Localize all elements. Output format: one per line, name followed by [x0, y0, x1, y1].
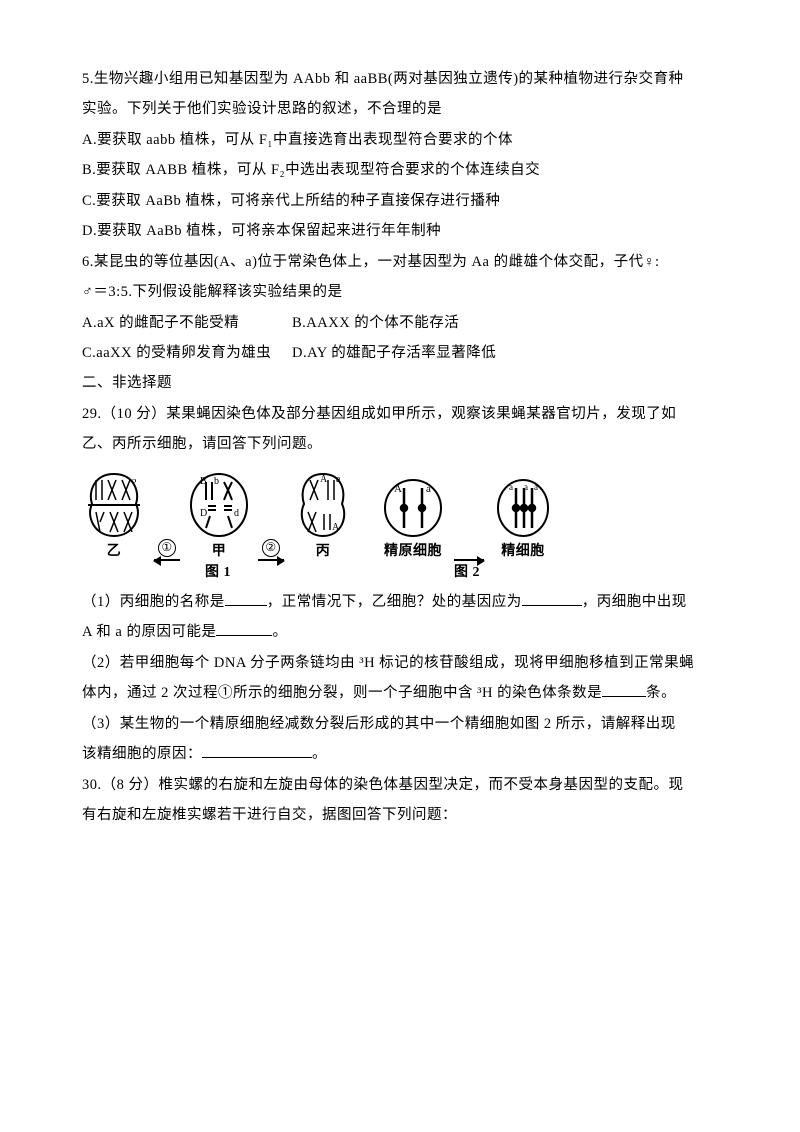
q5-optA: A.要获取 aabb 植株，可从 F₁中直接选育出表现型符合要求的个体: [82, 125, 720, 155]
q29-p1c: ，丙细胞中出现: [582, 594, 687, 610]
fig2-group: A a 精原细胞 a a: [382, 476, 552, 583]
fig1-label: 图 1: [205, 563, 231, 583]
q5-optD: D.要获取 AaBb 植株，可将亲本保留起来进行年年制种: [82, 216, 720, 246]
cell-jia: B b D d 甲: [188, 470, 250, 562]
blank: [522, 590, 582, 606]
fig1-group: ? 乙 ①: [82, 470, 354, 583]
cell-bing-svg: A a A: [292, 470, 354, 540]
q5-optB: B.要获取 AABB 植株，可从 F₂中选出表现型符合要求的个体连续自交: [82, 155, 720, 185]
q30-stem-line1: 30.（8 分）椎实螺的右旋和左旋由母体的染色体基因型决定，而不受本身基因型的支…: [82, 770, 720, 800]
proc2-num: ②: [262, 539, 280, 557]
label-jyxb: 精原细胞: [384, 542, 442, 562]
q29-p3b: 该精细胞的原因：: [82, 746, 202, 762]
q6-stem-line2: ♂＝3:5.下列假设能解释该实验结果的是: [82, 277, 720, 307]
q29-p2-line1: （2）若甲细胞每个 DNA 分子两条链均由 ³H 标记的核苷酸组成，现将甲细胞移…: [82, 648, 720, 678]
svg-text:A: A: [332, 522, 340, 533]
svg-text:a: a: [534, 482, 539, 492]
q6-optC: C.aaXX 的受精卵发育为雄虫: [82, 338, 292, 368]
svg-text:d: d: [234, 508, 240, 519]
q6-stem-line1: 6.某昆虫的等位基因(A、a)位于常染色体上，一对基因型为 Aa 的雌雄个体交配…: [82, 247, 720, 277]
cell-bing: A a A 丙: [292, 470, 354, 562]
q29-p1d: A 和 a 的原因可能是: [82, 624, 216, 640]
cell-jia-svg: B b D d: [188, 470, 250, 540]
svg-text:B: B: [200, 476, 207, 487]
figure-row: ? 乙 ①: [82, 470, 720, 583]
svg-text:a: a: [524, 482, 529, 492]
label-jia: 甲: [212, 542, 227, 562]
blank: [216, 621, 272, 637]
cell-jyxb: A a 精原细胞: [382, 476, 444, 562]
cell-jyxb-svg: A a: [382, 476, 444, 540]
label-bing: 丙: [316, 542, 331, 562]
arrow-proc2: ②: [258, 489, 284, 561]
q29-stem-line2: 乙、丙所示细胞，请回答下列问题。: [82, 429, 720, 459]
svg-text:a: a: [336, 474, 341, 485]
q29-p2b: 体内，通过 2 次过程①所示的细胞分裂，则一个子细胞中含 ³H 的染色体条数是: [82, 685, 602, 701]
proc1-num: ①: [158, 539, 176, 557]
svg-text:A: A: [320, 474, 328, 485]
svg-text:a: a: [509, 482, 514, 492]
q6-optD: D.AY 的雄配子存活率显著降低: [292, 338, 496, 368]
blank: [225, 590, 267, 606]
q29-p3-line2: 该精细胞的原因： 。: [82, 739, 720, 769]
q5-stem-line1: 5.生物兴趣小组用已知基因型为 AAbb 和 aaBB(两对基因独立遗传)的某种…: [82, 64, 720, 94]
q6-optCD: C.aaXX 的受精卵发育为雄虫 D.AY 的雄配子存活率显著降低: [82, 338, 720, 368]
q6-optA: A.aX 的雌配子不能受精: [82, 308, 292, 338]
cell-jxb-svg: a a a: [494, 476, 552, 540]
svg-text:a: a: [426, 483, 431, 495]
svg-text:D: D: [200, 508, 208, 519]
label-yi: 乙: [107, 542, 122, 562]
cell-jxb: a a a 精细胞: [494, 476, 552, 562]
q29-p1-line1: （1）丙细胞的名称是 ，正常情况下，乙细胞？处的基因应为 ，丙细胞中出现: [82, 587, 720, 617]
q29-p2-line2: 体内，通过 2 次过程①所示的细胞分裂，则一个子细胞中含 ³H 的染色体条数是 条…: [82, 678, 720, 708]
blank: [202, 743, 312, 759]
q29-p3c: 。: [312, 746, 327, 762]
label-jxb: 精细胞: [501, 542, 545, 562]
arrow-proc1: ①: [154, 489, 180, 561]
q30-stem-line2: 有右旋和左旋椎实螺若干进行自交，据图回答下列问题：: [82, 800, 720, 830]
q6-optB: B.AAXX 的个体不能存活: [292, 308, 459, 338]
q29-p1a: （1）丙细胞的名称是: [82, 594, 225, 610]
cell-yi-svg: ?: [82, 470, 146, 540]
q29-stem-line1: 29.（10 分）某果蝇因染色体及部分基因组成如甲所示，观察该果蝇某器官切片，发…: [82, 399, 720, 429]
svg-text:?: ?: [132, 478, 137, 489]
q29-p1b: ，正常情况下，乙细胞？处的基因应为: [267, 594, 522, 610]
q29-p3-line1: （3）某生物的一个精原细胞经减数分裂后形成的其中一个精细胞如图 2 所示，请解释…: [82, 709, 720, 739]
section2-heading: 二、非选择题: [82, 368, 720, 398]
svg-text:A: A: [394, 483, 402, 495]
q29-p1-line2: A 和 a 的原因可能是 。: [82, 617, 720, 647]
blank: [602, 682, 646, 698]
q5-optC: C.要获取 AaBb 植株，可将亲代上所结的种子直接保存进行播种: [82, 186, 720, 216]
cell-yi: ? 乙: [82, 470, 146, 562]
arrow-fig2: [454, 501, 484, 561]
q6-optAB: A.aX 的雌配子不能受精 B.AAXX 的个体不能存活: [82, 308, 720, 338]
q29-p1e: 。: [272, 624, 287, 640]
q5-stem-line2: 实验。下列关于他们实验设计思路的叙述，不合理的是: [82, 94, 720, 124]
q29-p2c: 条。: [646, 685, 676, 701]
svg-text:b: b: [214, 476, 220, 487]
